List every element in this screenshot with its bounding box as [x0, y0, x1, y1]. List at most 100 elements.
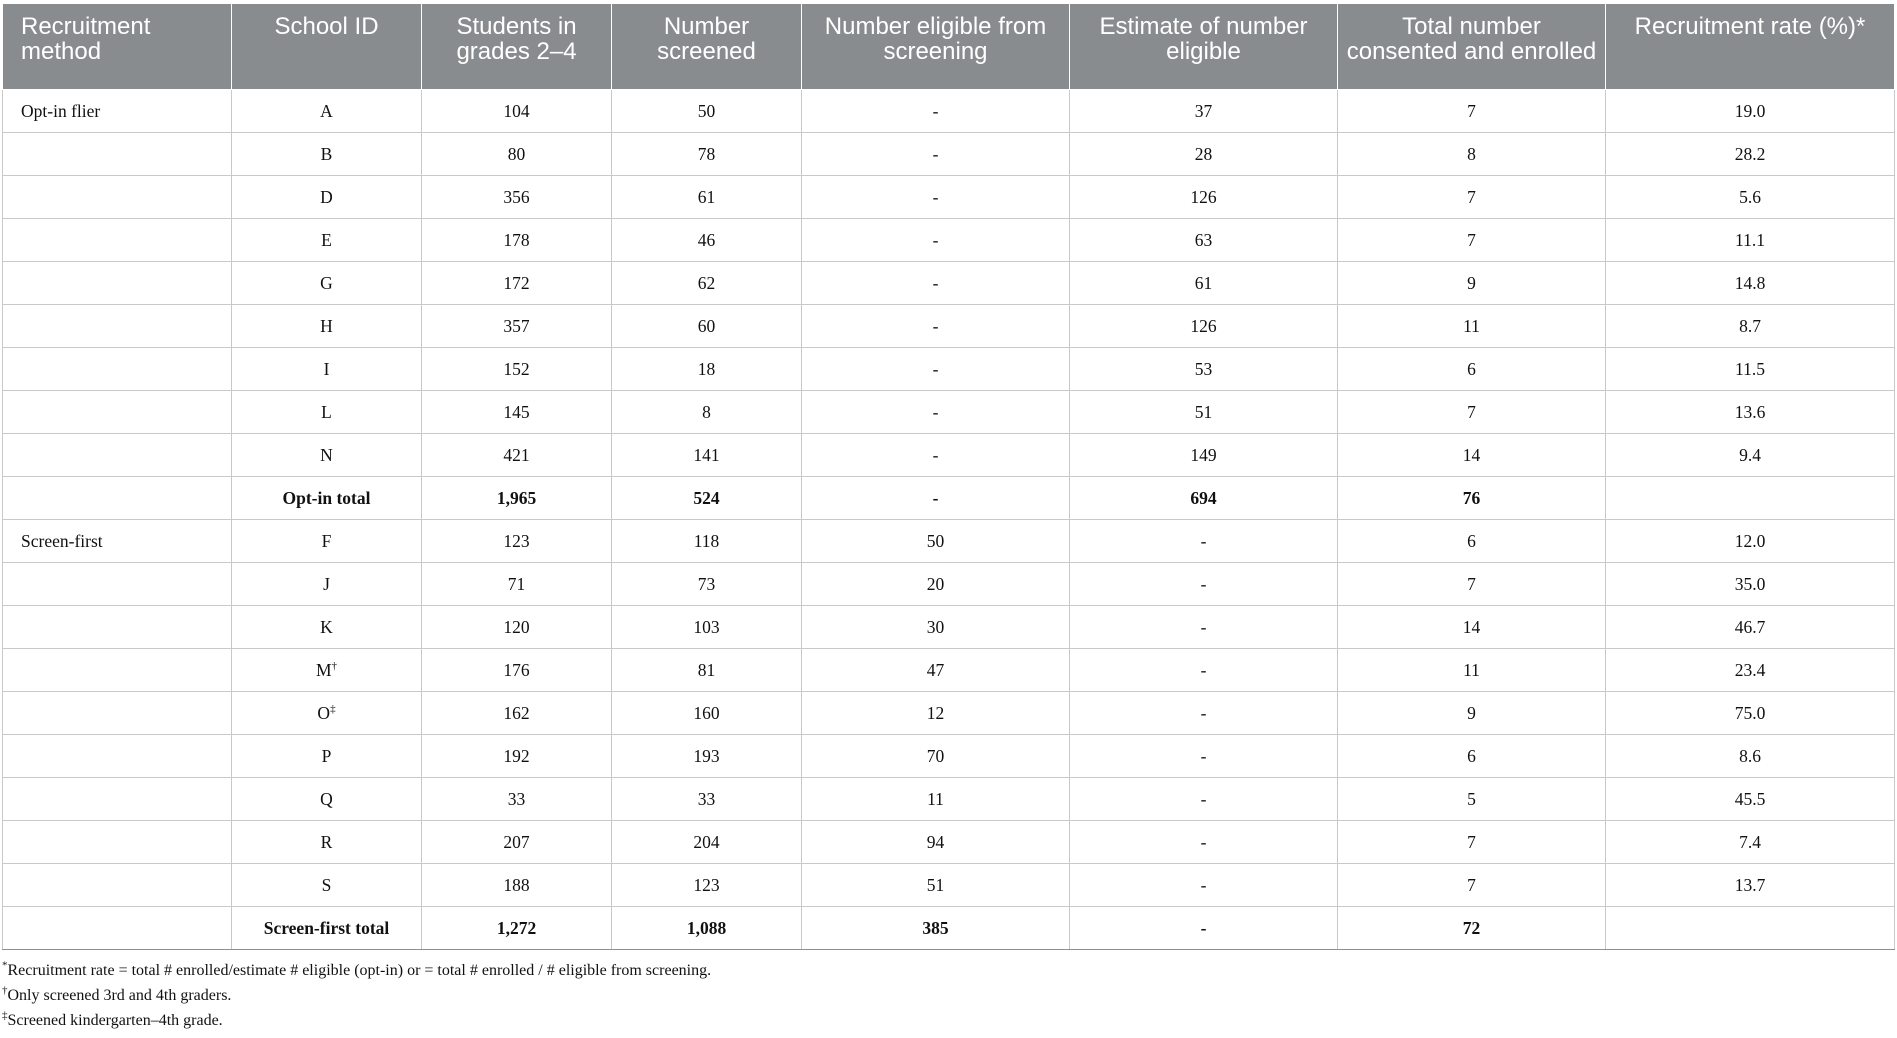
cell-screened-text: 8 [702, 401, 711, 422]
cell-screened: 50 [611, 89, 802, 133]
cell-eligible-screening: 50 [801, 519, 1070, 563]
cell-enrolled-text: 14 [1462, 616, 1481, 637]
cell-estimate-text: - [1200, 831, 1207, 852]
cell-rate: 19.0 [1605, 89, 1895, 133]
cell-eligible-screening-text: 51 [926, 874, 945, 895]
cell-eligible-screening-text: - [932, 401, 939, 422]
cell-estimate-text: - [1200, 874, 1207, 895]
recruitment-table: Recruitment method School ID Students in… [2, 3, 1895, 950]
cell-enrolled-text: 6 [1467, 358, 1476, 379]
table-row: P 192 193 70 - 6 8.6 [2, 734, 1895, 778]
cell-students-text: 192 [503, 745, 530, 766]
cell-rate: 11.5 [1605, 347, 1895, 391]
table-row: Q 33 33 11 - 5 45.5 [2, 777, 1895, 821]
cell-estimate: - [1069, 734, 1338, 778]
cell-school-id: L [231, 390, 422, 434]
cell-screened: 193 [611, 734, 802, 778]
cell-students: 356 [421, 175, 612, 219]
cell-enrolled: 7 [1337, 89, 1606, 133]
cell-screened-text: 73 [697, 573, 716, 594]
cell-screened: 46 [611, 218, 802, 262]
cell-eligible-screening-text: - [932, 229, 939, 250]
cell-school-id-text: R [320, 831, 333, 852]
cell-screened: 73 [611, 562, 802, 606]
table-total-row: Opt-in total 1,965 524 - 694 76 [2, 476, 1895, 520]
cell-students: 178 [421, 218, 612, 262]
cell-estimate-text: - [1200, 745, 1207, 766]
cell-rate: 11.1 [1605, 218, 1895, 262]
cell-students-text: 162 [503, 702, 530, 723]
cell-students-text: 176 [503, 659, 530, 680]
cell-estimate: - [1069, 863, 1338, 907]
cell-school-id: F [231, 519, 422, 563]
cell-students: 33 [421, 777, 612, 821]
cell-eligible-screening: 47 [801, 648, 1070, 692]
cell-school-id: K [231, 605, 422, 649]
cell-estimate-text: 28 [1194, 143, 1213, 164]
cell-method [2, 347, 232, 391]
cell-screened: 62 [611, 261, 802, 305]
table-row: O‡ 162 160 12 - 9 75.0 [2, 691, 1895, 735]
cell-estimate: 126 [1069, 175, 1338, 219]
cell-eligible-screening: 51 [801, 863, 1070, 907]
cell-students-text: 178 [503, 229, 530, 250]
cell-enrolled-text: 5 [1467, 788, 1476, 809]
cell-students: 80 [421, 132, 612, 176]
cell-school-id: E [231, 218, 422, 262]
cell-estimate-text: 63 [1194, 229, 1213, 250]
cell-screened: 61 [611, 175, 802, 219]
cell-method [2, 175, 232, 219]
cell-school-id: M† [231, 648, 422, 692]
footnote: ‡Screened kindergarten–4th grade. [2, 1008, 1894, 1033]
cell-screened-text: 141 [693, 444, 720, 465]
cell-eligible-screening: - [801, 347, 1070, 391]
cell-rate-text: 13.6 [1734, 401, 1766, 422]
cell-screened-text: 60 [697, 315, 716, 336]
cell-school-id-text: M [315, 659, 332, 680]
cell-rate-text: 19.0 [1734, 100, 1766, 121]
cell-rate: 23.4 [1605, 648, 1895, 692]
cell-enrolled: 5 [1337, 777, 1606, 821]
cell-school-id-text: I [323, 358, 330, 379]
cell-rate: 75.0 [1605, 691, 1895, 735]
cell-screened: 60 [611, 304, 802, 348]
cell-students-text: 145 [503, 401, 530, 422]
cell-eligible-screening-text: - [932, 444, 939, 465]
cell-school-id-text: L [321, 401, 332, 422]
footnote-mark: † [2, 984, 8, 997]
cell-screened: 103 [611, 605, 802, 649]
cell-estimate: 61 [1069, 261, 1338, 305]
cell-estimate: 694 [1069, 476, 1338, 520]
cell-students: 207 [421, 820, 612, 864]
table-row: E 178 46 - 63 7 11.1 [2, 218, 1895, 262]
cell-enrolled: 7 [1337, 562, 1606, 606]
cell-eligible-screening: - [801, 218, 1070, 262]
cell-rate: 5.6 [1605, 175, 1895, 219]
cell-estimate: 63 [1069, 218, 1338, 262]
cell-screened-text: 62 [697, 272, 716, 293]
cell-rate: 45.5 [1605, 777, 1895, 821]
cell-estimate: - [1069, 648, 1338, 692]
footnotes: *Recruitment rate = total # enrolled/est… [2, 958, 1894, 1033]
cell-eligible-screening-text: - [932, 143, 939, 164]
cell-eligible-screening-text: - [932, 315, 939, 336]
cell-method: Screen-first [2, 519, 232, 563]
header-enrolled: Total number consented and enrolled [1337, 3, 1606, 90]
table-header: Recruitment method School ID Students in… [2, 3, 1895, 90]
cell-enrolled: 6 [1337, 734, 1606, 778]
table-row: M† 176 81 47 - 11 23.4 [2, 648, 1895, 692]
cell-school-id: S [231, 863, 422, 907]
cell-rate [1605, 906, 1895, 950]
cell-eligible-screening-text: 20 [926, 573, 945, 594]
cell-school-id-text: O [317, 702, 331, 723]
cell-students: 145 [421, 390, 612, 434]
cell-rate-text: 5.6 [1739, 186, 1761, 207]
cell-students: 176 [421, 648, 612, 692]
cell-method [2, 863, 232, 907]
cell-school-id: Opt-in total [231, 476, 422, 520]
cell-rate-text: 8.7 [1739, 315, 1761, 336]
cell-students-text: 172 [503, 272, 530, 293]
cell-rate-text: 8.6 [1739, 745, 1761, 766]
cell-rate-text: 23.4 [1734, 659, 1766, 680]
cell-students: 152 [421, 347, 612, 391]
